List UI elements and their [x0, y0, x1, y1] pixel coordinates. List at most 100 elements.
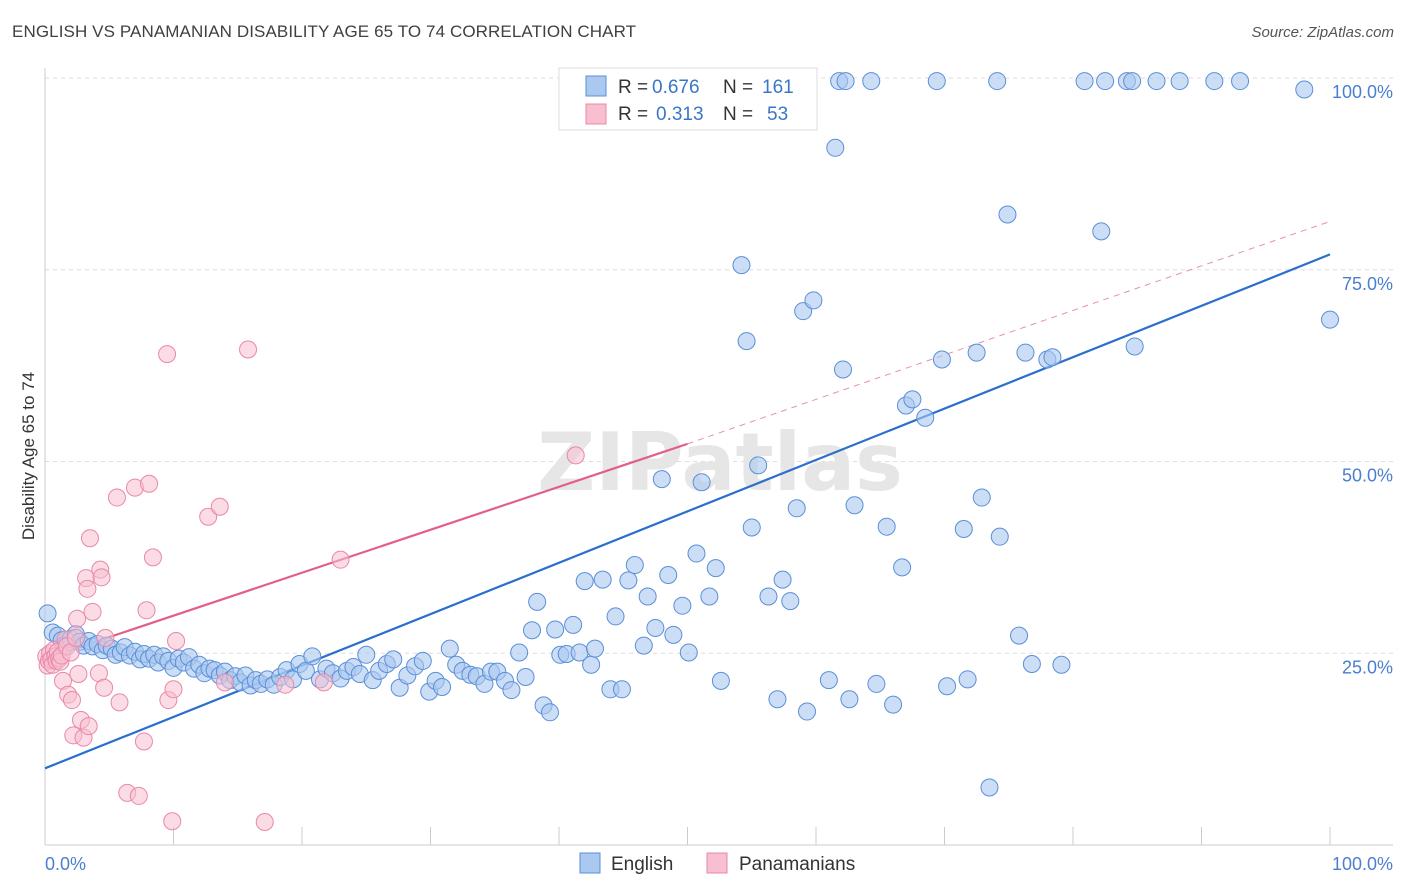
panamanian-point-22: [69, 664, 88, 683]
panamanian-point-27: [79, 717, 98, 736]
bottom-legend-swatch-panamanian: [706, 852, 728, 874]
svg-text:N =: N =: [723, 104, 753, 125]
english-point-72: [440, 639, 459, 658]
panamanian-point-50: [210, 497, 229, 516]
panamanian-point-54: [276, 675, 295, 694]
english-point-68: [413, 651, 432, 670]
english-point-159: [1052, 655, 1071, 674]
english-point-117: [737, 332, 756, 351]
english-point-119: [749, 456, 768, 475]
english-point-85: [528, 592, 547, 611]
english-point-146: [954, 519, 973, 538]
grid-lines: [45, 77, 1393, 654]
panamanian-point-36: [110, 693, 129, 712]
english-point-60: [357, 645, 376, 664]
panamanian-point-52: [239, 340, 258, 359]
panamanian-point-26: [78, 579, 97, 598]
english-point-99: [612, 680, 631, 699]
panamanian-point-53: [255, 812, 274, 831]
panamanian-points: [37, 340, 585, 831]
english-point-81: [502, 681, 521, 700]
axes: [44, 68, 1393, 846]
english-point-142: [916, 408, 935, 427]
english-point-138: [884, 695, 903, 714]
panamanian-point-29: [83, 602, 102, 621]
english-point-121: [768, 690, 787, 709]
panamanian-point-57: [566, 446, 585, 465]
panamanian-point-42: [140, 474, 159, 493]
panamanian-point-32: [92, 568, 111, 587]
panamanian-trend-extension: [687, 220, 1331, 445]
panamanian-point-39: [129, 786, 148, 805]
english-point-152: [990, 527, 1009, 546]
english-trend-line: [44, 253, 1331, 770]
english-point-84: [523, 621, 542, 640]
english-point-127: [804, 291, 823, 310]
english-point-144: [932, 350, 951, 369]
panamanian-point-56: [331, 550, 350, 569]
panamanian-point-44: [158, 345, 177, 364]
english-point-160: [1075, 72, 1094, 91]
legend-swatch-panamanian: [585, 103, 607, 125]
english-point-52: [303, 647, 322, 666]
english-point-134: [836, 72, 855, 91]
english-point-107: [664, 625, 683, 644]
english-point-83: [516, 668, 535, 687]
english-point-130: [833, 360, 852, 379]
english-point-149: [972, 488, 991, 507]
bottom-legend-swatch-english: [579, 852, 601, 874]
english-point-118: [742, 518, 761, 537]
english-point-124: [787, 499, 806, 518]
english-point-87: [541, 703, 560, 722]
english-point-170: [1295, 80, 1314, 99]
english-point-141: [903, 390, 922, 409]
english-point-150: [988, 72, 1007, 91]
english-point-171: [1321, 310, 1339, 329]
legend-swatch-english: [585, 75, 607, 97]
bottom-legend: English Panamanians: [579, 852, 855, 875]
panamanian-point-41: [137, 601, 156, 620]
svg-text:R =: R =: [618, 104, 648, 125]
y-tick-label-3: 100.0%: [1332, 82, 1393, 102]
english-point-156: [1022, 654, 1041, 673]
x-tick-label-1: 100.0%: [1332, 854, 1393, 874]
english-point-95: [585, 639, 604, 658]
english-point-128: [819, 671, 838, 690]
svg-text:N =: N =: [723, 77, 753, 98]
legend-n-panamanian: 53: [767, 104, 788, 125]
english-point-94: [582, 655, 601, 674]
watermark: ZIPatlas: [537, 416, 903, 509]
panamanian-point-28: [80, 529, 99, 548]
english-point-158: [1043, 348, 1062, 367]
english-point-135: [862, 72, 881, 91]
panamanian-point-55: [314, 673, 333, 692]
english-point-143: [927, 72, 946, 91]
panamanian-trend-line: [44, 442, 688, 660]
english-point-109: [679, 643, 698, 662]
english-point-169: [1231, 72, 1250, 91]
panamanian-point-47: [164, 680, 183, 699]
english-point-101: [625, 556, 644, 575]
english-point-153: [998, 205, 1017, 224]
english-point-145: [938, 677, 957, 696]
english-point-0: [38, 604, 57, 623]
bottom-legend-panamanian: Panamanians: [739, 854, 855, 875]
english-point-113: [706, 559, 725, 578]
english-point-164: [1123, 72, 1142, 91]
english-point-167: [1170, 72, 1189, 91]
english-point-122: [773, 570, 792, 589]
legend-n-english: 161: [762, 77, 794, 98]
english-point-108: [673, 596, 692, 615]
panamanian-point-21: [68, 609, 87, 628]
english-point-132: [845, 496, 864, 515]
english-point-154: [1010, 626, 1029, 645]
bottom-legend-english: English: [611, 854, 673, 875]
y-tick-label-1: 50.0%: [1342, 466, 1393, 486]
english-point-168: [1205, 72, 1224, 91]
english-point-136: [867, 674, 886, 693]
english-point-93: [575, 572, 594, 591]
legend-r-english: 0.676: [652, 77, 700, 98]
english-point-105: [652, 470, 671, 489]
y-axis-label: Disability Age 65 to 74: [19, 372, 38, 540]
